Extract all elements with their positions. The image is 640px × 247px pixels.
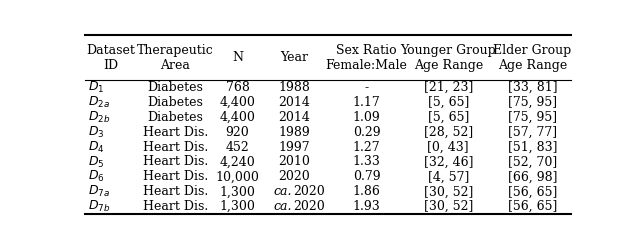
Text: Sex Ratio
Female:Male: Sex Ratio Female:Male — [326, 44, 408, 72]
Text: Heart Dis.: Heart Dis. — [143, 170, 208, 183]
Text: [30, 52]: [30, 52] — [424, 185, 473, 198]
Text: 1988: 1988 — [278, 81, 310, 94]
Text: [33, 81]: [33, 81] — [508, 81, 557, 94]
Text: Elder Group
Age Range: Elder Group Age Range — [493, 44, 572, 72]
Text: Therapeutic
Area: Therapeutic Area — [137, 44, 214, 72]
Text: 0.79: 0.79 — [353, 170, 380, 183]
Text: -: - — [364, 81, 369, 94]
Text: 452: 452 — [226, 141, 250, 154]
Text: 1989: 1989 — [278, 126, 310, 139]
Text: $D_1$: $D_1$ — [88, 80, 104, 95]
Text: 0.29: 0.29 — [353, 126, 380, 139]
Text: [56, 65]: [56, 65] — [508, 185, 557, 198]
Text: $D_{7b}$: $D_{7b}$ — [88, 199, 110, 214]
Text: Year: Year — [280, 51, 308, 64]
Text: [57, 77]: [57, 77] — [508, 126, 557, 139]
Text: [5, 65]: [5, 65] — [428, 96, 469, 109]
Text: [75, 95]: [75, 95] — [508, 111, 557, 124]
Text: [51, 83]: [51, 83] — [508, 141, 557, 154]
Text: 2010: 2010 — [278, 155, 310, 168]
Text: $D_{2a}$: $D_{2a}$ — [88, 95, 109, 110]
Text: [5, 65]: [5, 65] — [428, 111, 469, 124]
Text: Diabetes: Diabetes — [148, 81, 204, 94]
Text: [66, 98]: [66, 98] — [508, 170, 557, 183]
Text: 1.93: 1.93 — [353, 200, 380, 213]
Text: $D_3$: $D_3$ — [88, 125, 104, 140]
Text: 4,400: 4,400 — [220, 96, 255, 109]
Text: $D_{7a}$: $D_{7a}$ — [88, 184, 109, 199]
Text: Heart Dis.: Heart Dis. — [143, 141, 208, 154]
Text: $D_5$: $D_5$ — [88, 154, 104, 169]
Text: 1997: 1997 — [278, 141, 310, 154]
Text: [28, 52]: [28, 52] — [424, 126, 473, 139]
Text: 2020: 2020 — [293, 200, 324, 213]
Text: N: N — [232, 51, 243, 64]
Text: $D_4$: $D_4$ — [88, 140, 104, 155]
Text: [4, 57]: [4, 57] — [428, 170, 469, 183]
Text: Heart Dis.: Heart Dis. — [143, 126, 208, 139]
Text: [32, 46]: [32, 46] — [424, 155, 473, 168]
Text: 2014: 2014 — [278, 96, 310, 109]
Text: 1,300: 1,300 — [220, 200, 255, 213]
Text: 2020: 2020 — [278, 170, 310, 183]
Text: Diabetes: Diabetes — [148, 111, 204, 124]
Text: 768: 768 — [225, 81, 250, 94]
Text: Diabetes: Diabetes — [148, 96, 204, 109]
Text: [75, 95]: [75, 95] — [508, 96, 557, 109]
Text: [21, 23]: [21, 23] — [424, 81, 473, 94]
Text: 1.86: 1.86 — [353, 185, 380, 198]
Text: 10,000: 10,000 — [216, 170, 259, 183]
Text: 4,400: 4,400 — [220, 111, 255, 124]
Text: ca.: ca. — [273, 200, 292, 213]
Text: Heart Dis.: Heart Dis. — [143, 155, 208, 168]
Text: Heart Dis.: Heart Dis. — [143, 185, 208, 198]
Text: 4,240: 4,240 — [220, 155, 255, 168]
Text: Dataset
ID: Dataset ID — [86, 44, 136, 72]
Text: ca.: ca. — [273, 185, 292, 198]
Text: 1.33: 1.33 — [353, 155, 380, 168]
Text: [52, 70]: [52, 70] — [508, 155, 557, 168]
Text: 1.27: 1.27 — [353, 141, 380, 154]
Text: 1,300: 1,300 — [220, 185, 255, 198]
Text: [30, 52]: [30, 52] — [424, 200, 473, 213]
Text: 2014: 2014 — [278, 111, 310, 124]
Text: $D_6$: $D_6$ — [88, 169, 104, 185]
Text: Heart Dis.: Heart Dis. — [143, 200, 208, 213]
Text: 1.17: 1.17 — [353, 96, 380, 109]
Text: 2020: 2020 — [293, 185, 324, 198]
Text: [0, 43]: [0, 43] — [428, 141, 469, 154]
Text: $D_{2b}$: $D_{2b}$ — [88, 110, 110, 125]
Text: [56, 65]: [56, 65] — [508, 200, 557, 213]
Text: Younger Group
Age Range: Younger Group Age Range — [401, 44, 496, 72]
Text: 1.09: 1.09 — [353, 111, 380, 124]
Text: 920: 920 — [226, 126, 250, 139]
